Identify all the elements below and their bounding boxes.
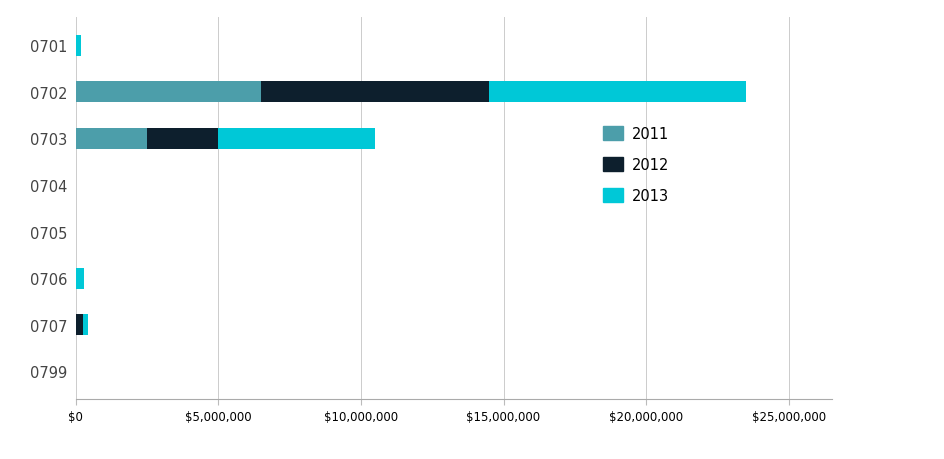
Bar [83,314,89,336]
Bar [218,129,375,150]
Bar [76,268,83,289]
Legend: 2011, 2012, 2013: 2011, 2012, 2013 [597,121,674,209]
Bar [261,82,489,103]
Bar [76,129,146,150]
Bar [489,82,745,103]
Bar [76,82,261,103]
Bar [76,36,80,56]
Bar [76,314,83,336]
Bar [146,129,218,150]
